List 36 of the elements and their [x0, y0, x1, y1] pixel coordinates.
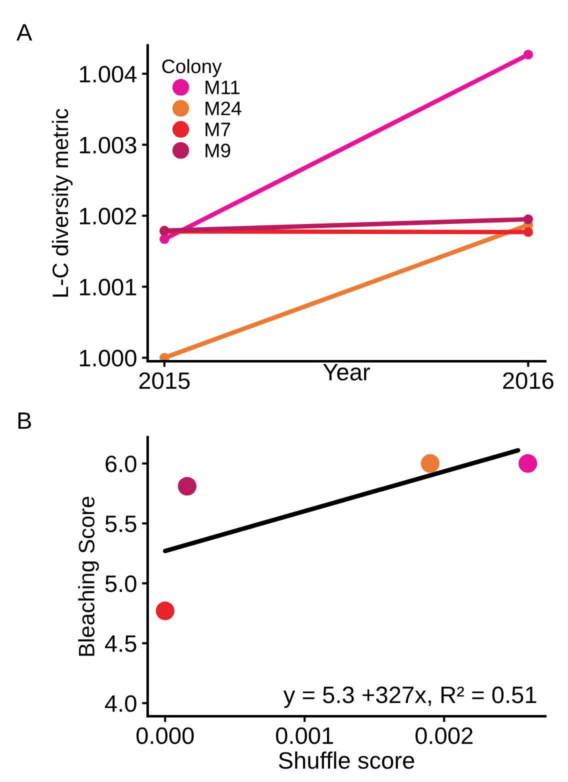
point	[160, 234, 170, 244]
x-tick-label: 2015	[139, 372, 190, 390]
x-tick-label: 0.001	[276, 727, 334, 744]
chart-title: A	[16, 24, 32, 40]
y-tick-label: 1.004	[80, 66, 137, 83]
y-tick-label: 5.0	[105, 575, 136, 592]
point	[156, 602, 174, 620]
legend-title: Colony	[162, 58, 222, 78]
chart-title: B	[18, 412, 31, 429]
x-axis-title: Shuffle score	[278, 752, 414, 769]
annotation: y = 5.3 +327x, R² = 0.51	[283, 686, 536, 708]
point	[518, 454, 538, 473]
y-tick-label: 1.001	[80, 278, 136, 296]
legend-label: M9	[206, 144, 230, 158]
point	[420, 454, 440, 473]
x-axis-title: Year	[323, 364, 370, 380]
y-tick-label: 1.003	[80, 136, 136, 154]
y-tick-label: 4.5	[104, 636, 136, 652]
point	[523, 227, 534, 237]
x-tick-label: 2016	[503, 372, 554, 390]
y-axis-title: L-C diversity metric	[52, 108, 73, 297]
legend-label: M7	[206, 122, 230, 136]
point	[523, 50, 534, 60]
y-tick-label: 1.002	[80, 208, 136, 225]
y-tick-label: 6.0	[106, 456, 136, 472]
legend-label: M11	[206, 80, 240, 94]
point	[523, 214, 534, 224]
legend-label: M24	[206, 102, 242, 116]
x-tick-label: 0.000	[136, 727, 194, 744]
point	[178, 476, 196, 496]
y-tick-label: 5.5	[105, 516, 136, 532]
y-tick-label: 4.0	[104, 695, 136, 712]
x-tick-label: 0.002	[416, 727, 472, 744]
y-axis-title: Bleaching Score	[78, 496, 99, 656]
y-tick-label: 1.000	[80, 350, 136, 367]
point	[160, 352, 170, 362]
